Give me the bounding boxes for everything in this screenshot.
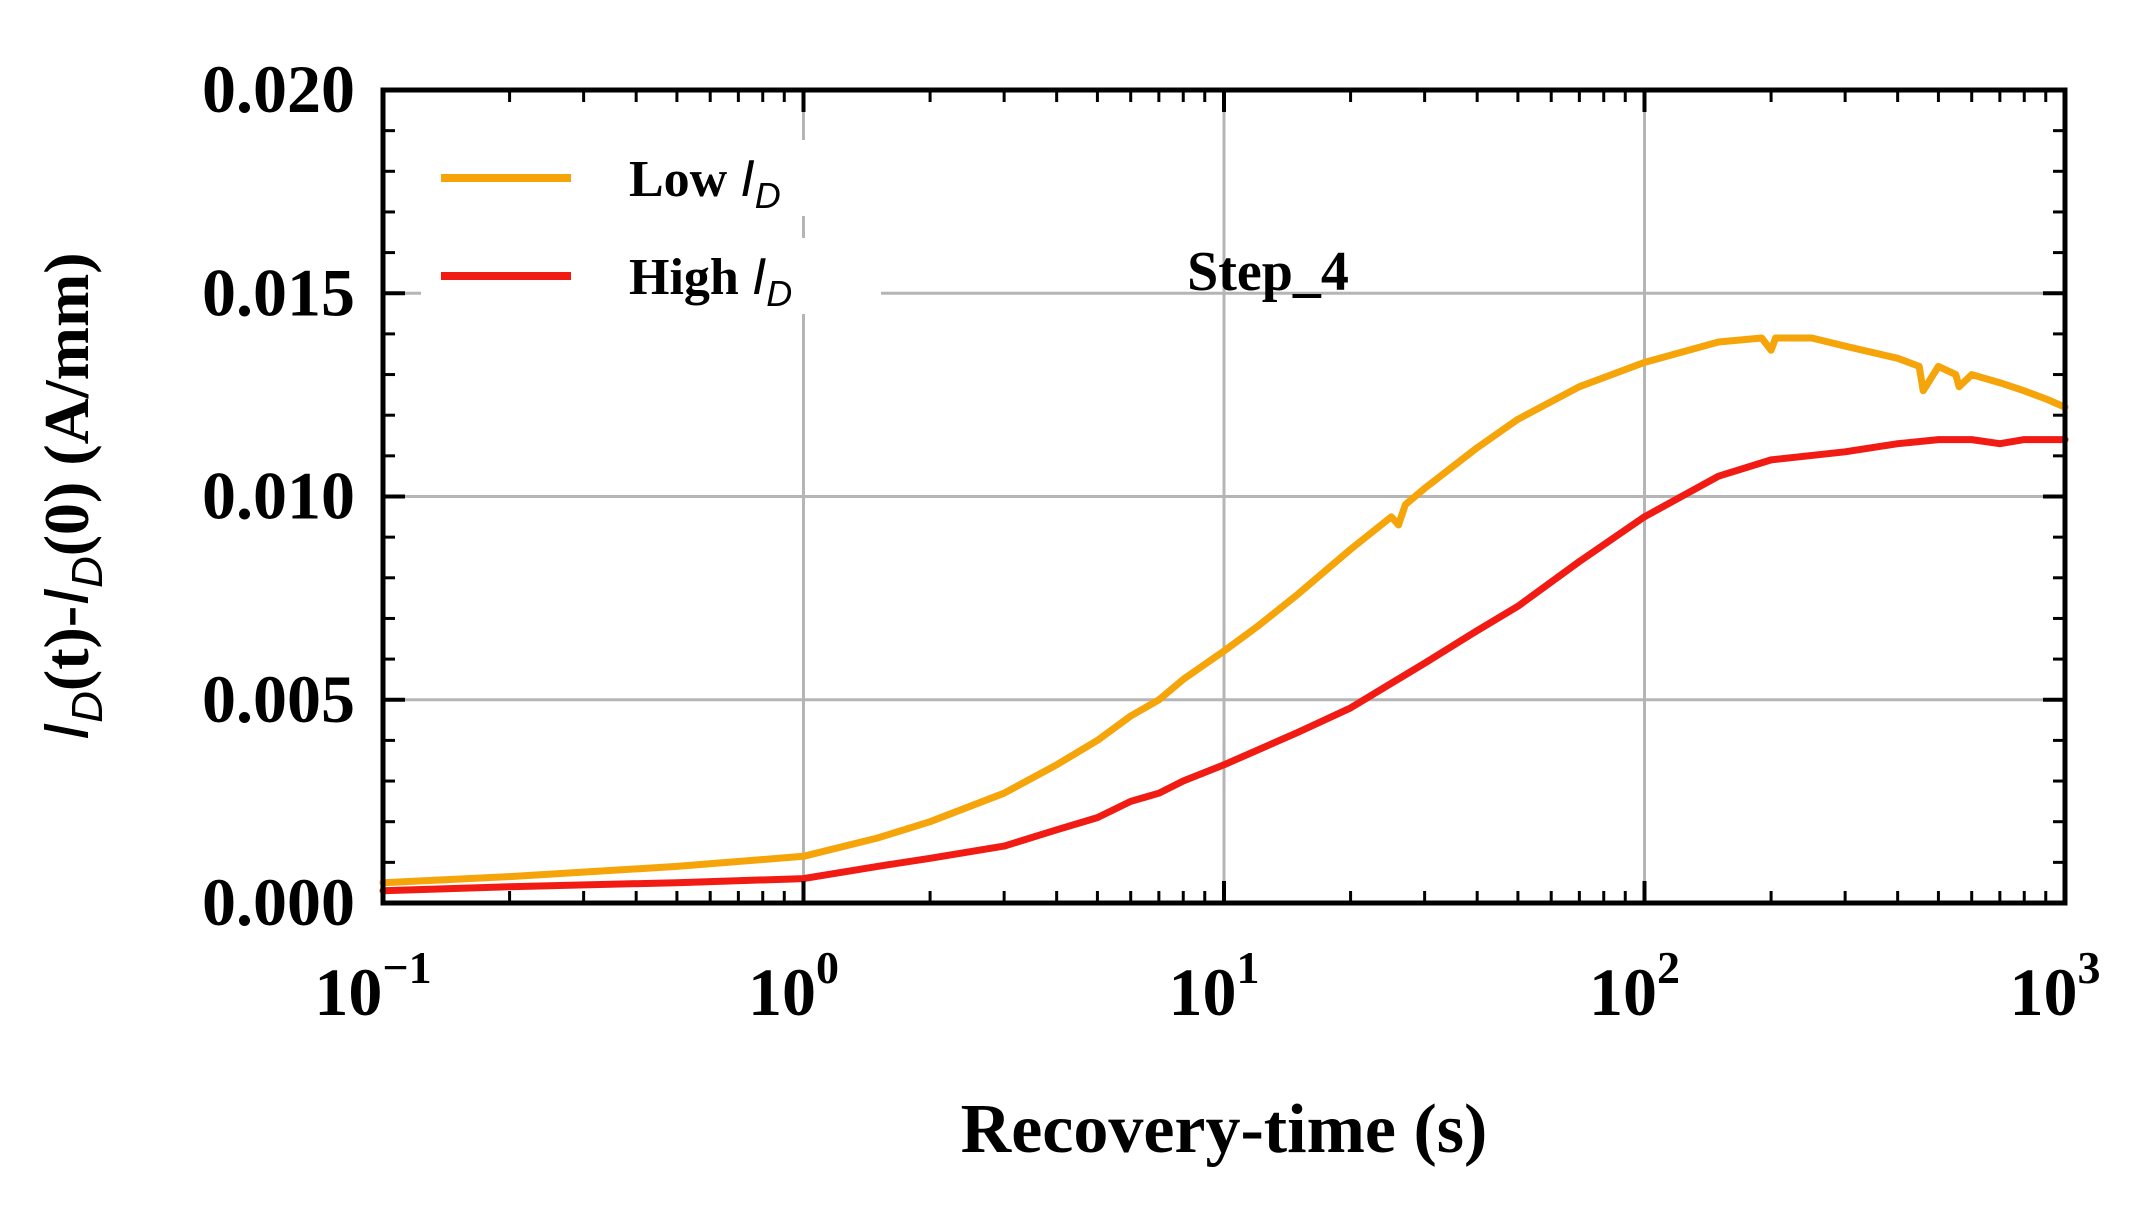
annotation-text: Step_4 xyxy=(1187,241,1349,303)
x-tick-exponent: 2 xyxy=(1657,942,1680,993)
y-tick-label: 0.015 xyxy=(202,254,355,330)
y-tick-label: 0.020 xyxy=(202,51,355,127)
x-tick-label: 100 xyxy=(748,942,839,1030)
x-tick-base: 10 xyxy=(1169,954,1237,1030)
y-tick-label: 0.005 xyxy=(202,661,355,737)
y-axis-title: ID(t)-ID(0) (A/mm) xyxy=(30,252,112,740)
y-title-symbol: I xyxy=(30,588,102,606)
x-tick-label: 103 xyxy=(2010,942,2101,1030)
legend-label: Low ID xyxy=(629,150,781,216)
y-title-subscript: D xyxy=(63,556,112,588)
y-title-subscript: D xyxy=(63,691,112,723)
legend-label: High ID xyxy=(629,248,792,314)
y-tick-label: 0.000 xyxy=(202,864,355,940)
y-tick-label: 0.010 xyxy=(202,458,355,534)
series-layer xyxy=(379,334,2069,895)
x-tick-exponent: 3 xyxy=(2078,942,2101,993)
legend-label-symbol: I xyxy=(740,150,754,208)
grid-layer xyxy=(383,90,2065,903)
x-axis-title: Recovery-time (s) xyxy=(961,1091,1488,1168)
x-tick-exponent: 1 xyxy=(1237,942,1260,993)
legend-label-symbol: I xyxy=(752,248,766,306)
x-tick-base: 10 xyxy=(1589,954,1657,1030)
x-tick-exponent: 0 xyxy=(816,942,839,993)
y-axis-title-group: ID(t)-ID(0) (A/mm) xyxy=(30,252,112,740)
x-tick-label: 102 xyxy=(1589,942,1680,1030)
legend-label-text: Low xyxy=(629,151,740,208)
y-title-symbol: I xyxy=(30,723,102,741)
y-title-text: (0) (A/mm) xyxy=(31,252,102,556)
x-tick-base: 10 xyxy=(314,954,382,1030)
series-line xyxy=(379,436,2069,895)
x-tick-base: 10 xyxy=(748,954,816,1030)
x-tick-label: 10−1 xyxy=(314,942,431,1030)
x-tick-exponent: −1 xyxy=(382,942,431,993)
x-tick-label: 101 xyxy=(1169,942,1260,1030)
y-title-text: (t)- xyxy=(31,606,102,691)
x-tick-base: 10 xyxy=(2010,954,2078,1030)
legend-label-text: High xyxy=(629,249,752,306)
legend-label-subscript: D xyxy=(766,273,792,314)
legend-label-subscript: D xyxy=(755,175,781,216)
plot-frame xyxy=(380,87,2068,906)
series-line xyxy=(379,334,2069,887)
